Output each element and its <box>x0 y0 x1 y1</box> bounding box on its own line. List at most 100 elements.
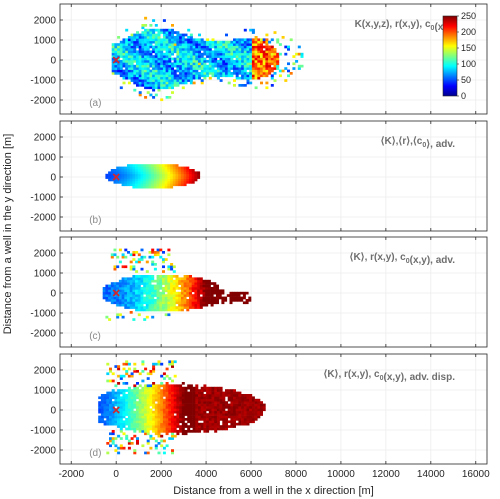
heatmap-cell <box>208 64 212 68</box>
heatmap-cell <box>219 62 223 66</box>
heatmap-cell <box>238 50 242 54</box>
heatmap-cell <box>222 55 226 58</box>
heatmap-cell <box>187 55 191 58</box>
heatmap-cell <box>137 275 141 278</box>
heatmap-cell <box>109 394 112 397</box>
heatmap-cell <box>249 410 253 414</box>
heatmap-cell <box>133 422 137 426</box>
heatmap-cell <box>254 67 258 70</box>
heatmap-cell <box>156 308 160 312</box>
heatmap-cell <box>143 318 147 321</box>
heatmap-cell <box>157 425 161 428</box>
heatmap-cell <box>121 287 125 290</box>
heatmap-cell <box>179 72 183 75</box>
heatmap-cell <box>154 408 158 412</box>
heatmap-cell <box>262 67 266 70</box>
heatmap-cell <box>111 52 115 56</box>
heatmap-cell <box>127 408 131 412</box>
heatmap-cell <box>165 430 169 433</box>
heatmap-cell <box>125 360 129 364</box>
heatmap-cell <box>203 427 207 431</box>
heatmap-cell <box>159 183 163 187</box>
heatmap-cell <box>171 430 174 433</box>
heatmap-cell <box>168 420 172 424</box>
heatmap-cell <box>227 48 231 51</box>
heatmap-cell <box>145 166 149 170</box>
heatmap-cell <box>130 69 134 73</box>
heatmap-cell <box>184 50 188 54</box>
heatmap-cell <box>122 401 126 404</box>
heatmap-cell <box>138 74 142 78</box>
heatmap-cell <box>203 406 207 409</box>
heatmap-cell <box>205 282 209 285</box>
heatmap-cell <box>181 36 185 39</box>
heatmap-cell <box>113 299 117 302</box>
heatmap-cell <box>241 52 245 56</box>
heatmap-cell <box>114 45 118 49</box>
heatmap-cell <box>195 408 199 412</box>
heatmap-cell <box>222 413 226 416</box>
heatmap-cell <box>140 255 144 259</box>
heatmap-cell <box>214 43 218 46</box>
heatmap-cell <box>152 19 156 22</box>
heatmap-cell <box>153 284 157 288</box>
heatmap-cell <box>230 43 234 46</box>
heatmap-cell <box>167 291 171 295</box>
heatmap-cell <box>135 251 139 254</box>
heatmap-cell <box>140 248 144 252</box>
heatmap-cell <box>157 408 161 412</box>
heatmap-cell <box>170 164 174 167</box>
heatmap-cell <box>241 45 245 49</box>
heatmap-cell <box>181 401 185 404</box>
heatmap-cell <box>129 267 133 271</box>
heatmap-cell <box>243 408 247 412</box>
heatmap-cell <box>227 72 231 75</box>
heatmap-cell <box>154 76 158 80</box>
heatmap-cell <box>257 69 261 73</box>
heatmap-cell <box>140 258 144 261</box>
heatmap-cell <box>198 60 201 63</box>
heatmap-cell <box>149 33 153 37</box>
heatmap-cell <box>109 408 112 412</box>
heatmap-cell <box>118 176 122 179</box>
heatmap-cell <box>164 303 168 307</box>
heatmap-cell <box>133 88 137 92</box>
heatmap-cell <box>192 410 196 414</box>
heatmap-cell <box>241 403 245 407</box>
heatmap-cell <box>165 40 169 44</box>
heatmap-cell <box>157 432 161 436</box>
heatmap-cell <box>100 410 104 414</box>
heatmap-cell <box>138 406 142 409</box>
heatmap-cell <box>183 303 187 307</box>
heatmap-cell <box>200 79 204 82</box>
heatmap-cell <box>171 64 174 68</box>
heatmap-cell <box>173 31 177 34</box>
heatmap-cell <box>198 67 201 70</box>
heatmap-cell <box>118 294 122 297</box>
heatmap-cell <box>221 299 225 302</box>
heatmap-cell <box>205 284 209 288</box>
heatmap-cell <box>171 69 174 73</box>
heatmap-cell <box>165 67 169 70</box>
heatmap-cell <box>156 306 160 309</box>
heatmap-cell <box>235 74 239 78</box>
heatmap-cell <box>251 403 255 407</box>
heatmap-cell <box>144 36 148 39</box>
heatmap-cell <box>138 67 142 70</box>
heatmap-cell <box>109 401 112 404</box>
heatmap-cell <box>297 52 301 56</box>
heatmap-cell <box>159 284 163 288</box>
heatmap-cell <box>297 64 301 68</box>
heatmap-cell <box>129 299 133 302</box>
heatmap-cell <box>246 60 250 63</box>
heatmap-cell <box>276 57 280 61</box>
heatmap-cell <box>133 52 137 56</box>
heatmap-cell <box>129 178 133 182</box>
heatmap-cell <box>151 308 155 312</box>
heatmap-cell <box>125 437 129 440</box>
heatmap-cell <box>145 315 149 319</box>
heatmap-cell <box>273 67 277 70</box>
heatmap-cell <box>233 38 236 42</box>
heatmap-cell <box>189 67 193 70</box>
heatmap-cell <box>135 284 139 288</box>
